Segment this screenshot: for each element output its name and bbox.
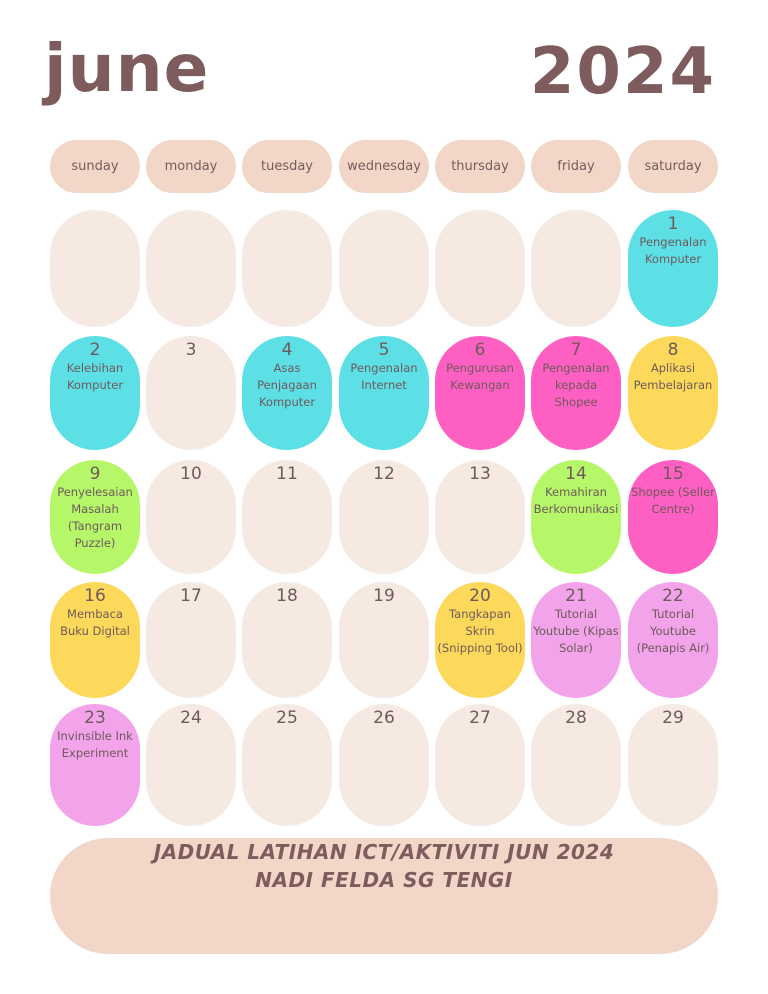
day-cell-26: 26 [339, 704, 429, 826]
day-cell-11: 11 [242, 460, 332, 574]
day-number: 1 [667, 214, 679, 234]
day-cell-18: 18 [242, 582, 332, 698]
weekday-sunday: sunday [50, 140, 140, 193]
weekday-saturday: saturday [628, 140, 718, 193]
day-number: 2 [89, 340, 101, 360]
weekday-thursday: thursday [435, 140, 525, 193]
month-title: june [44, 30, 210, 107]
empty-cell [146, 210, 236, 327]
day-cell-13: 13 [435, 460, 525, 574]
weekday-friday: friday [531, 140, 621, 193]
day-cell-28: 28 [531, 704, 621, 826]
event-label: Asas Penjagaan Komputer [257, 361, 317, 409]
event-label: Pengurusan Kewangan [446, 361, 514, 392]
weekday-wednesday: wednesday [339, 140, 429, 193]
day-cell-6: 6 Pengurusan Kewangan [435, 336, 525, 450]
event-label: Pengenalan Internet [350, 361, 418, 392]
day-number: 14 [565, 464, 587, 484]
day-number: 10 [180, 464, 202, 484]
empty-cell [435, 210, 525, 327]
day-number: 17 [180, 586, 202, 606]
event-label: Tutorial Youtube (Penapis Air) [636, 607, 710, 655]
day-cell-12: 12 [339, 460, 429, 574]
day-cell-25: 25 [242, 704, 332, 826]
day-number: 16 [84, 586, 106, 606]
empty-cell [531, 210, 621, 327]
event-label: Shopee (Seller Centre) [631, 485, 715, 516]
day-cell-10: 10 [146, 460, 236, 574]
day-number: 21 [565, 586, 587, 606]
event-label: Pengenalan Komputer [639, 235, 707, 266]
day-number: 13 [469, 464, 491, 484]
day-cell-7: 7 Pengenalan kepada Shopee [531, 336, 621, 450]
event-label: Kemahiran Berkomunikasi [533, 485, 619, 516]
empty-cell [242, 210, 332, 327]
day-cell-1: 1 Pengenalan Komputer [628, 210, 718, 327]
day-number: 24 [180, 708, 202, 728]
footer-banner: JADUAL LATIHAN ICT/AKTIVITI JUN 2024 NAD… [50, 838, 718, 954]
day-cell-4: 4 Asas Penjagaan Komputer [242, 336, 332, 450]
day-number: 7 [570, 340, 582, 360]
day-cell-19: 19 [339, 582, 429, 698]
day-number: 27 [469, 708, 491, 728]
event-label: Membaca Buku Digital [60, 607, 130, 638]
weekday-monday: monday [146, 140, 236, 193]
weekday-tuesday: tuesday [242, 140, 332, 193]
day-cell-22: 22 Tutorial Youtube (Penapis Air) [628, 582, 718, 698]
day-cell-9: 9 Penyelesaian Masalah (Tangram Puzzle) [50, 460, 140, 574]
event-label: Tutorial Youtube (Kipas Solar) [533, 607, 619, 655]
day-number: 23 [84, 708, 106, 728]
day-cell-21: 21 Tutorial Youtube (Kipas Solar) [531, 582, 621, 698]
empty-cell [50, 210, 140, 327]
day-number: 26 [373, 708, 395, 728]
day-cell-16: 16 Membaca Buku Digital [50, 582, 140, 698]
day-number: 18 [276, 586, 298, 606]
event-label: Pengenalan kepada Shopee [542, 361, 610, 409]
day-number: 29 [662, 708, 684, 728]
day-number: 5 [378, 340, 390, 360]
day-cell-24: 24 [146, 704, 236, 826]
day-cell-17: 17 [146, 582, 236, 698]
day-number: 8 [667, 340, 679, 360]
day-cell-15: 15 Shopee (Seller Centre) [628, 460, 718, 574]
day-number: 9 [89, 464, 101, 484]
event-label: Tangkapan Skrin (Snipping Tool) [437, 607, 523, 655]
empty-cell [339, 210, 429, 327]
day-cell-8: 8 Aplikasi Pembelajaran [628, 336, 718, 450]
day-number: 25 [276, 708, 298, 728]
day-number: 19 [373, 586, 395, 606]
footer-title: JADUAL LATIHAN ICT/AKTIVITI JUN 2024 [153, 840, 615, 864]
event-label: Invinsible Ink Experiment [57, 729, 133, 760]
day-cell-2: 2 Kelebihan Komputer [50, 336, 140, 450]
day-cell-14: 14 Kemahiran Berkomunikasi [531, 460, 621, 574]
day-cell-27: 27 [435, 704, 525, 826]
day-cell-29: 29 [628, 704, 718, 826]
day-cell-5: 5 Pengenalan Internet [339, 336, 429, 450]
event-label: Aplikasi Pembelajaran [633, 361, 713, 392]
day-number: 3 [185, 340, 197, 360]
year-title: 2024 [529, 35, 716, 109]
day-cell-20: 20 Tangkapan Skrin (Snipping Tool) [435, 582, 525, 698]
day-number: 4 [281, 340, 293, 360]
day-cell-3: 3 [146, 336, 236, 450]
day-cell-23: 23 Invinsible Ink Experiment [50, 704, 140, 826]
event-label: Penyelesaian Masalah (Tangram Puzzle) [57, 485, 133, 550]
day-number: 12 [373, 464, 395, 484]
day-number: 11 [276, 464, 298, 484]
day-number: 6 [474, 340, 486, 360]
footer-subtitle: NADI FELDA SG TENGI [255, 868, 513, 892]
day-number: 15 [662, 464, 684, 484]
day-number: 22 [662, 586, 684, 606]
day-number: 20 [469, 586, 491, 606]
day-number: 28 [565, 708, 587, 728]
event-label: Kelebihan Komputer [66, 361, 124, 392]
